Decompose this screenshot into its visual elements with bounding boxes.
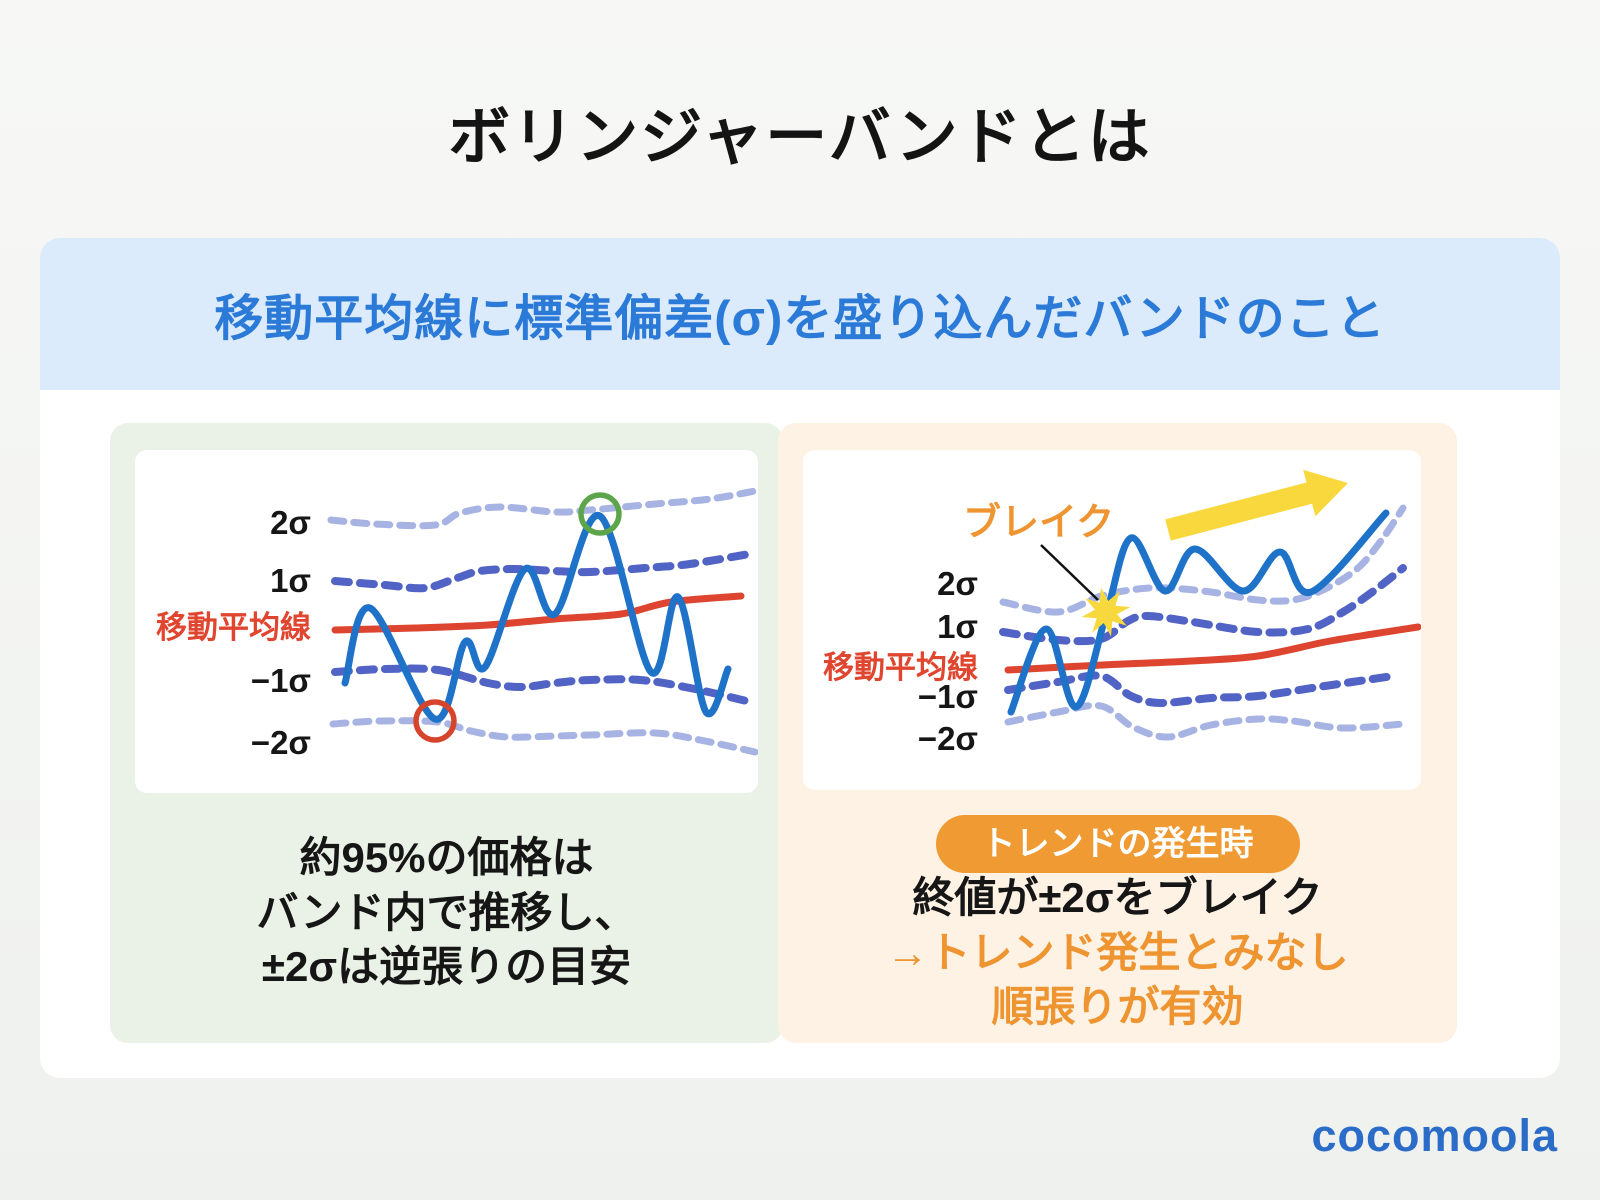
axis-label: −2σ [251, 724, 311, 761]
axis-label: 2σ [937, 565, 978, 602]
trend-caption-line3: 順張りが有効 [991, 983, 1244, 1031]
axis-label: 1σ [937, 608, 978, 645]
band-2sigma-upper-line [327, 487, 758, 530]
axis-label: 2σ [270, 504, 311, 541]
band-2sigma-lower-line [329, 717, 758, 756]
band-1sigma-upper-line [331, 549, 758, 593]
band-2sigma-lower-line [1004, 701, 1407, 741]
touch-upper-band-circle [578, 492, 622, 536]
band-1sigma-lower-line [331, 664, 758, 707]
break-pointer-line [1040, 544, 1099, 601]
band-1sigma-upper-line [999, 564, 1407, 646]
trend-caption: 終値が±2σをブレイク →トレンド発生とみなし 順張りが有効 [778, 871, 1457, 1035]
range-caption: 約95%の価格は バンド内で推移し、 ±2σは逆張りの目安 [110, 831, 783, 995]
axis-label: −1σ [918, 678, 978, 715]
band-1sigma-lower-line [1004, 671, 1397, 708]
trend-caption-line2: →トレンド発生とみなし [886, 928, 1349, 976]
band-2sigma-upper-line [999, 504, 1407, 616]
axis-label: 1σ [270, 562, 311, 599]
break-burst-star-icon [1081, 587, 1131, 637]
range-caption-line1: 約95%の価格は [299, 834, 594, 881]
page-title: ボリンジャーバンドとは [448, 103, 1152, 172]
touch-lower-band-circle [413, 699, 457, 743]
definition-banner-text: 移動平均線に標準偏差(σ)を盛り込んだバンドのこと [214, 291, 1386, 346]
axis-label: 移動平均線 [156, 610, 311, 645]
axis-label: 移動平均線 [823, 650, 978, 685]
bollinger-break-chart: 2σ 1σ 移動平均線 −1σ −2σ ブレイク [803, 450, 1421, 790]
left-chart-svg: 2σ 1σ 移動平均線 −1σ −2σ [156, 487, 758, 761]
range-caption-line2: バンド内で推移し、 [256, 888, 637, 936]
moving-average-line [1004, 623, 1421, 674]
bollinger-range-chart: 2σ 1σ 移動平均線 −1σ −2σ [135, 450, 758, 793]
content-card: 移動平均線に標準偏差(σ)を盛り込んだバンドのこと 2σ 1σ 移動平均線 −1σ −2… [40, 238, 1560, 1078]
trend-badge: トレンドの発生時 [935, 815, 1300, 873]
trend-arrow-icon [1165, 469, 1348, 541]
panel-band-range: 2σ 1σ 移動平均線 −1σ −2σ 約95%の価格は バンド内で推移し、 ±2σは逆… [110, 423, 783, 1043]
axis-label: −1σ [251, 662, 311, 699]
price-line [1007, 509, 1390, 716]
trend-caption-line1: 終値が±2σをブレイク [912, 874, 1323, 921]
brand-logo: cocomoola [1311, 1110, 1558, 1161]
right-chart-svg: 2σ 1σ 移動平均線−1σ −2σ ブレイク [823, 469, 1421, 757]
range-caption-line3: ±2σは逆張りの目安 [261, 943, 632, 991]
axis-label: −2σ [918, 720, 978, 757]
panel-trend-break: 2σ 1σ 移動平均線 −1σ −2σ ブレイク トレンドの発生時 終値が±2σをブレイク… [778, 423, 1457, 1043]
price-line [341, 512, 732, 723]
chart-annotation: ブレイク [963, 501, 1114, 544]
definition-banner: 移動平均線に標準偏差(σ)を盛り込んだバンドのこと [40, 238, 1560, 390]
